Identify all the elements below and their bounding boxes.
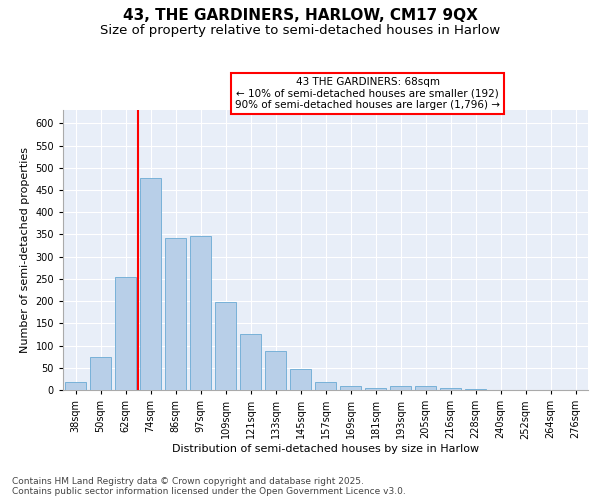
Bar [340, 386, 361, 390]
Bar [65, 382, 86, 390]
Bar [265, 351, 286, 390]
Bar [465, 389, 486, 390]
Text: Size of property relative to semi-detached houses in Harlow: Size of property relative to semi-detach… [100, 24, 500, 37]
X-axis label: Distribution of semi-detached houses by size in Harlow: Distribution of semi-detached houses by … [172, 444, 479, 454]
Bar [390, 386, 411, 390]
Bar [290, 369, 311, 390]
Text: 43 THE GARDINERS: 68sqm
← 10% of semi-detached houses are smaller (192)
90% of s: 43 THE GARDINERS: 68sqm ← 10% of semi-de… [235, 77, 500, 110]
Bar [365, 388, 386, 390]
Bar [90, 357, 111, 390]
Bar [165, 238, 186, 390]
Bar [240, 334, 261, 390]
Bar [190, 236, 211, 390]
Bar [215, 302, 236, 390]
Text: Contains HM Land Registry data © Crown copyright and database right 2025.
Contai: Contains HM Land Registry data © Crown c… [12, 476, 406, 496]
Bar [440, 388, 461, 390]
Bar [315, 382, 336, 390]
Y-axis label: Number of semi-detached properties: Number of semi-detached properties [20, 147, 30, 353]
Bar [140, 178, 161, 390]
Text: 43, THE GARDINERS, HARLOW, CM17 9QX: 43, THE GARDINERS, HARLOW, CM17 9QX [122, 8, 478, 22]
Bar [415, 386, 436, 390]
Bar [115, 276, 136, 390]
